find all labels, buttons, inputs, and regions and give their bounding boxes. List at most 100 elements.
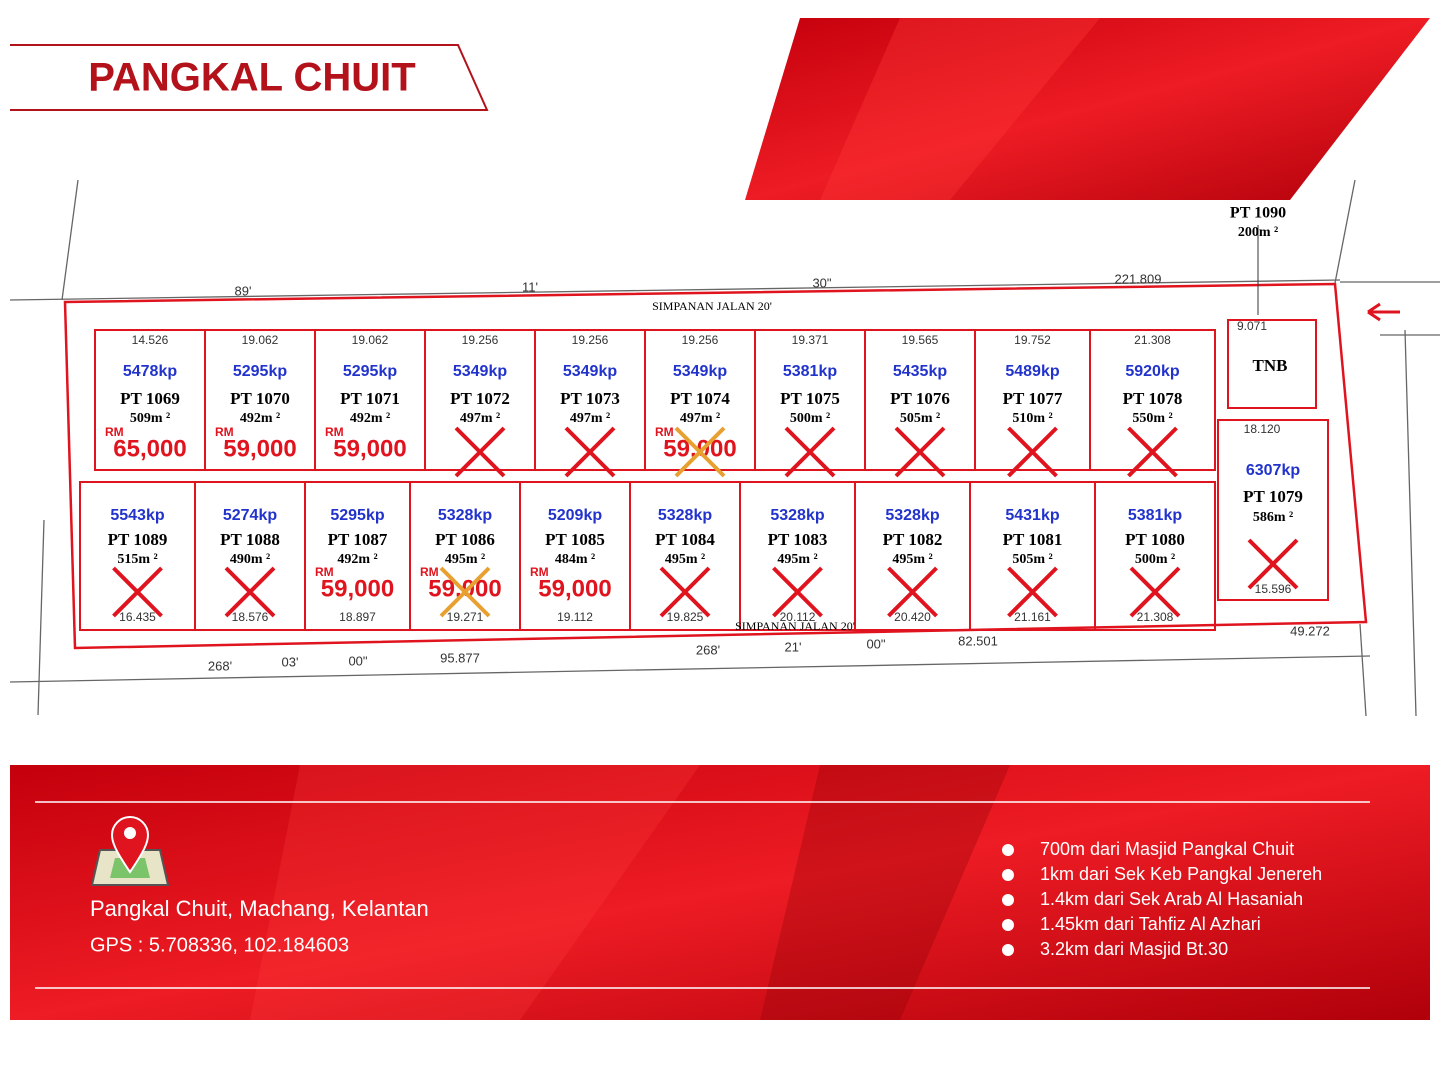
price-currency: RM <box>105 425 124 439</box>
plot-rate: 5328kp <box>438 507 492 524</box>
plot-dim: 19.825 <box>667 610 704 624</box>
plot-rate: 5209kp <box>548 507 602 524</box>
plot-dim: 19.256 <box>462 333 499 347</box>
plot-lot: PT 1082 <box>883 530 943 549</box>
price: 59,000 <box>663 435 736 462</box>
plot-area: 550m ² <box>1132 411 1172 426</box>
decor <box>760 765 1010 1020</box>
plot-rate: 5543kp <box>110 507 164 524</box>
pt1090-area: 200m ² <box>1238 225 1278 240</box>
plot-rate: 5328kp <box>770 507 824 524</box>
plot-rate: 5381kp <box>783 363 837 380</box>
cross <box>894 426 946 478</box>
decor <box>250 765 700 1020</box>
plot-lot: PT 1087 <box>328 530 388 549</box>
plot-dim: 18.576 <box>232 610 269 624</box>
price: 59,000 <box>538 575 611 602</box>
pt1090-lot: PT 1090 <box>1230 205 1286 222</box>
plot-dim: 19.256 <box>572 333 609 347</box>
boundary-label: 268' <box>696 642 720 657</box>
location: Pangkal Chuit, Machang, Kelantan <box>90 896 429 921</box>
decor <box>820 18 1100 200</box>
cross <box>674 426 726 478</box>
plot-dim: 21.308 <box>1134 333 1171 347</box>
boundary <box>63 282 1368 650</box>
plot-rate: 5431kp <box>1005 507 1059 524</box>
plot-rate: 5295kp <box>233 363 287 380</box>
plot-area: 495m ² <box>777 552 817 567</box>
plot-lot: PT 1069 <box>120 389 180 408</box>
boundary-label: 49.272 <box>1290 623 1330 638</box>
boundary-label: 221.809 <box>1115 271 1162 286</box>
road-label: SIMPANAN JALAN 20' <box>735 619 855 633</box>
plot-area: 484m ² <box>555 552 595 567</box>
plot-rate: 5295kp <box>330 507 384 524</box>
price-currency: RM <box>215 425 234 439</box>
boundary-label: 03' <box>282 654 299 669</box>
plot-dim: 20.420 <box>894 610 931 624</box>
nearby: 1km dari Sek Keb Pangkal Jenereh <box>1040 864 1322 884</box>
price: 65,000 <box>113 435 186 462</box>
plot-area: 490m ² <box>230 552 270 567</box>
nearby: 1.4km dari Sek Arab Al Hasaniah <box>1040 889 1303 909</box>
road-label: SIMPANAN JALAN 20' <box>652 299 772 313</box>
boundary-label: 11' <box>522 279 538 294</box>
boundary-label: 268' <box>208 658 232 673</box>
plot-area: 497m ² <box>460 411 500 426</box>
plot-dim: 19.062 <box>352 333 389 347</box>
plot-lot: PT 1085 <box>545 530 605 549</box>
boundary-label: 00" <box>348 653 367 668</box>
plot-rate: 5274kp <box>223 507 277 524</box>
plot-area: 505m ² <box>900 411 940 426</box>
plot-area: 586m ² <box>1253 510 1293 525</box>
price-currency: RM <box>315 565 334 579</box>
plot-dim: 18.120 <box>1244 422 1281 436</box>
plot-area: 495m ² <box>892 552 932 567</box>
title: PANGKAL CHUIT <box>88 56 415 100</box>
boundary-label: 82.501 <box>958 633 998 648</box>
plot-rate: 5349kp <box>673 363 727 380</box>
boundary-label: 95.877 <box>440 650 480 665</box>
plot-area: 510m ² <box>1012 411 1052 426</box>
cross <box>1007 426 1058 478</box>
plot-area: 497m ² <box>570 411 610 426</box>
cross <box>1007 566 1058 618</box>
price-currency: RM <box>420 565 439 579</box>
plot-area: 505m ² <box>1012 552 1052 567</box>
roads <box>9 179 1440 717</box>
plot-area: 492m ² <box>337 552 377 567</box>
nearby: 3.2km dari Masjid Bt.30 <box>1040 939 1228 959</box>
plot-dim: 16.435 <box>119 610 156 624</box>
plot-lot: PT 1070 <box>230 389 290 408</box>
plot-dim: 20.112 <box>780 610 816 624</box>
price-currency: RM <box>530 565 549 579</box>
plot-lot: PT 1079 <box>1243 487 1303 506</box>
plot-lot: PT 1089 <box>108 530 168 549</box>
plot-rate: 5435kp <box>893 363 947 380</box>
plot-area: 492m ² <box>350 411 390 426</box>
boundary-label: 00" <box>866 636 885 651</box>
price: 59,000 <box>223 435 296 462</box>
plot-lot: PT 1074 <box>670 389 730 408</box>
plot-rate: 6307kp <box>1246 462 1300 479</box>
plot-lot: PT 1084 <box>655 530 715 549</box>
plot-lot: PT 1088 <box>220 530 280 549</box>
cross <box>1129 566 1181 618</box>
header-frame <box>10 44 489 111</box>
cross <box>439 566 491 618</box>
plot-rate: 5328kp <box>658 507 712 524</box>
bullet <box>1002 944 1014 956</box>
plot-dim: 14.526 <box>132 333 169 347</box>
plot-rate: 5381kp <box>1128 507 1182 524</box>
plot-area: 492m ² <box>240 411 280 426</box>
gps: GPS : 5.708336, 102.184603 <box>90 934 349 956</box>
cross <box>784 426 836 478</box>
cross <box>1247 538 1299 590</box>
plot-area: 509m ² <box>130 411 170 426</box>
plot-lot: PT 1076 <box>890 389 950 408</box>
price-currency: RM <box>325 425 344 439</box>
plot-area: 495m ² <box>445 552 485 567</box>
plot-dim: 19.565 <box>902 333 939 347</box>
